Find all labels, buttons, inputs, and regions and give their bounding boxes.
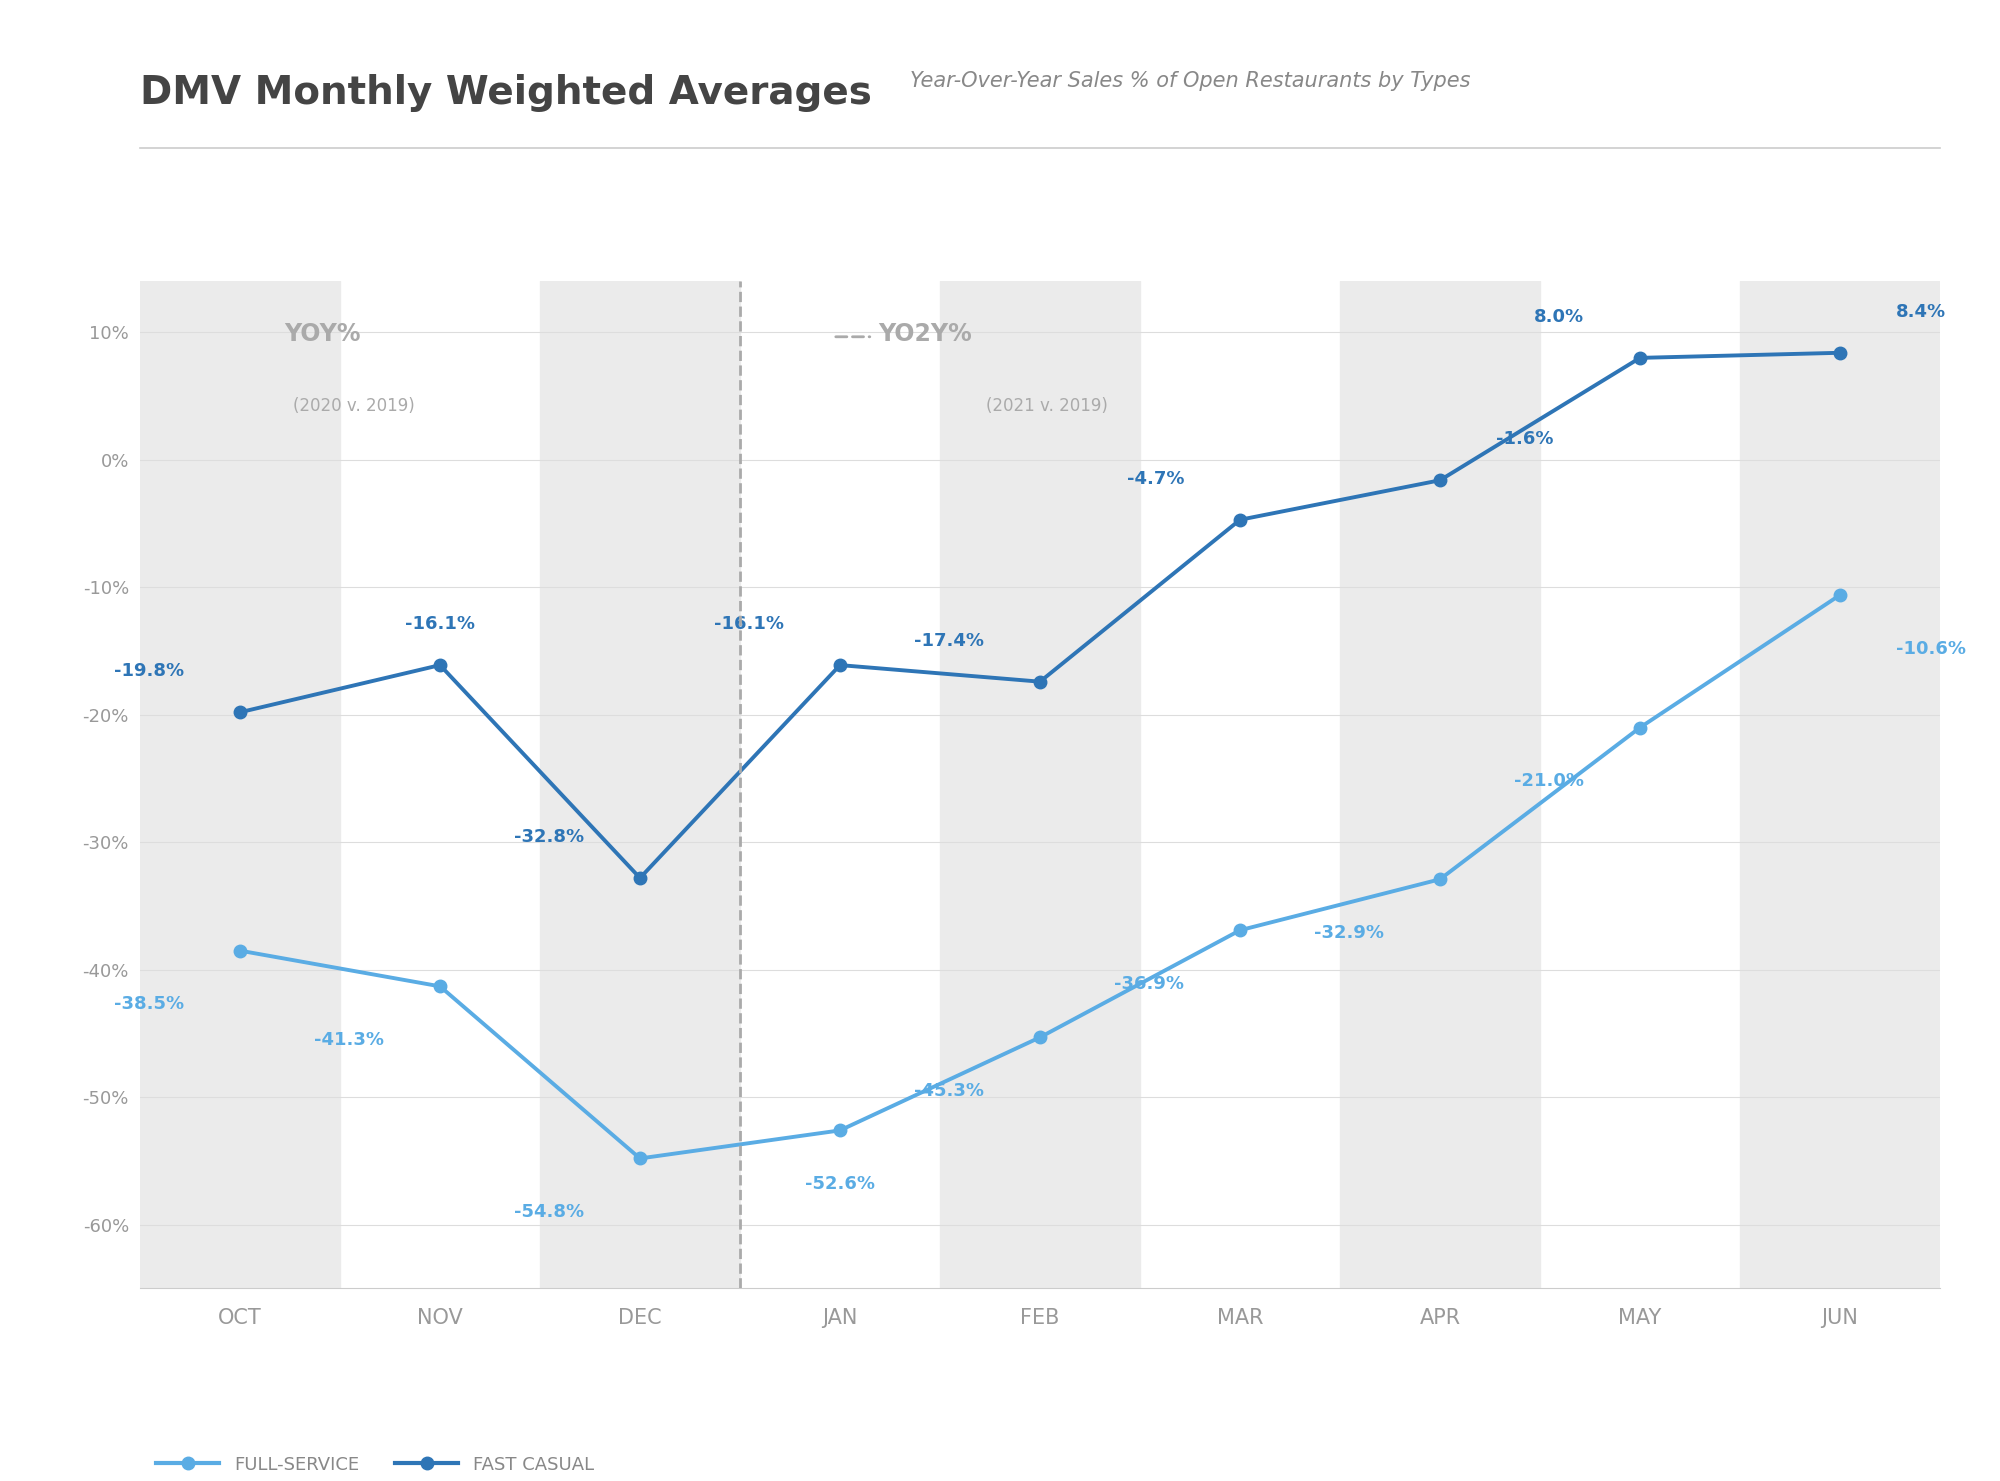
Text: -17.4%: -17.4% [914,632,984,650]
Text: -16.1%: -16.1% [714,615,784,634]
Text: -16.1%: -16.1% [404,615,476,634]
Legend: FULL-SERVICE, FAST CASUAL: FULL-SERVICE, FAST CASUAL [150,1448,602,1481]
Text: -45.3%: -45.3% [914,1083,984,1100]
Text: -36.9%: -36.9% [1114,974,1184,992]
Text: -38.5%: -38.5% [114,995,184,1013]
Text: -54.8%: -54.8% [514,1203,584,1220]
Text: -1.6%: -1.6% [1496,431,1554,449]
Bar [1340,281,1540,1288]
Text: (2021 v. 2019): (2021 v. 2019) [986,397,1108,415]
Bar [940,281,1140,1288]
Text: 8.4%: 8.4% [1896,304,1946,321]
Text: -4.7%: -4.7% [1126,469,1184,487]
Text: -21.0%: -21.0% [1514,772,1584,791]
Text: -10.6%: -10.6% [1896,640,1966,658]
Text: YOY%: YOY% [284,321,360,345]
Bar [140,281,340,1288]
Bar [540,281,740,1288]
Bar [1740,281,1940,1288]
Text: -32.8%: -32.8% [514,828,584,846]
Text: Year-Over-Year Sales % of Open Restaurants by Types: Year-Over-Year Sales % of Open Restauran… [910,71,1470,92]
Text: DMV Monthly Weighted Averages: DMV Monthly Weighted Averages [140,74,872,113]
Text: -32.9%: -32.9% [1314,924,1384,942]
Text: -52.6%: -52.6% [804,1174,876,1194]
Text: (2020 v. 2019): (2020 v. 2019) [292,397,414,415]
Text: YO2Y%: YO2Y% [878,321,972,345]
Text: -41.3%: -41.3% [314,1031,384,1049]
Text: -19.8%: -19.8% [114,662,184,680]
Text: 8.0%: 8.0% [1534,308,1584,326]
